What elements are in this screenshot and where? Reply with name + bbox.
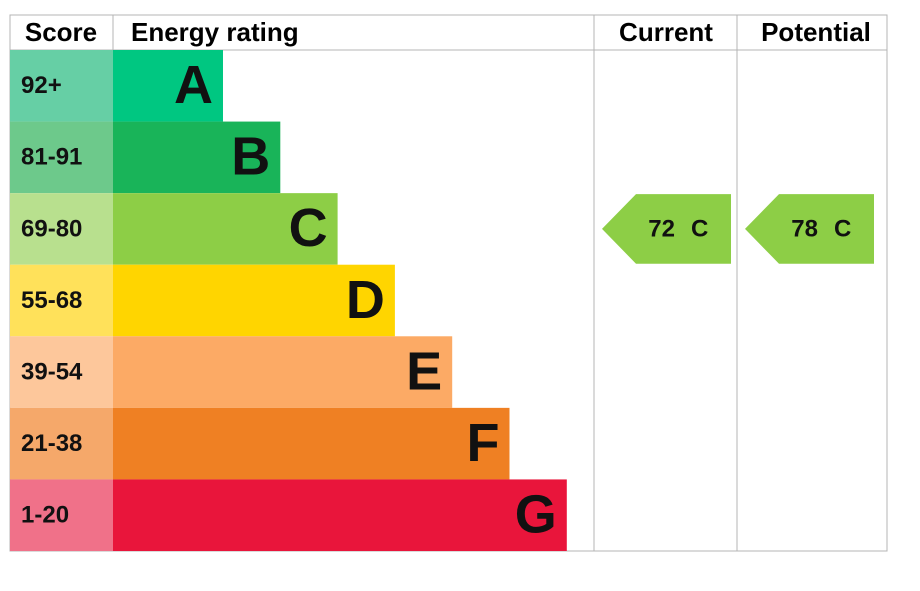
rating-bar xyxy=(113,407,510,480)
score-cell xyxy=(10,336,113,408)
rating-letter-small: C xyxy=(834,215,851,242)
score-cell xyxy=(10,50,113,122)
score-label: 21-38 xyxy=(21,430,82,457)
score-cell xyxy=(10,193,113,265)
rating-letter-small: C xyxy=(691,215,708,242)
header-rating: Energy rating xyxy=(131,17,299,47)
header-score: Score xyxy=(25,17,97,47)
score-label: 1-20 xyxy=(21,502,69,529)
rating-bar xyxy=(113,264,395,337)
score-label: 69-80 xyxy=(21,215,82,242)
rating-bar xyxy=(113,479,567,551)
score-cell xyxy=(10,479,113,551)
score-label: 39-54 xyxy=(21,358,83,385)
rating-letter: C xyxy=(289,198,328,258)
rating-bar xyxy=(113,50,223,122)
score-label: 81-91 xyxy=(21,144,82,171)
rating-arrow xyxy=(745,194,874,264)
rating-bar xyxy=(113,121,281,194)
rating-letter: E xyxy=(406,341,442,401)
header-current: Current xyxy=(619,17,713,47)
header-potential: Potential xyxy=(761,17,871,47)
rating-letter: D xyxy=(346,270,385,330)
rating-bar xyxy=(113,336,453,408)
rating-value: 72 xyxy=(648,215,675,242)
score-cell xyxy=(10,407,113,480)
rating-arrow xyxy=(602,194,731,264)
score-cell xyxy=(10,264,113,337)
rating-bar xyxy=(113,193,338,265)
rating-letter: A xyxy=(174,55,213,115)
rating-letter: F xyxy=(467,413,500,473)
rating-letter: B xyxy=(231,127,270,187)
score-label: 92+ xyxy=(21,72,62,99)
score-label: 55-68 xyxy=(21,287,82,314)
score-cell xyxy=(10,121,113,194)
rating-value: 78 xyxy=(791,215,818,242)
rating-letter: G xyxy=(515,484,557,544)
